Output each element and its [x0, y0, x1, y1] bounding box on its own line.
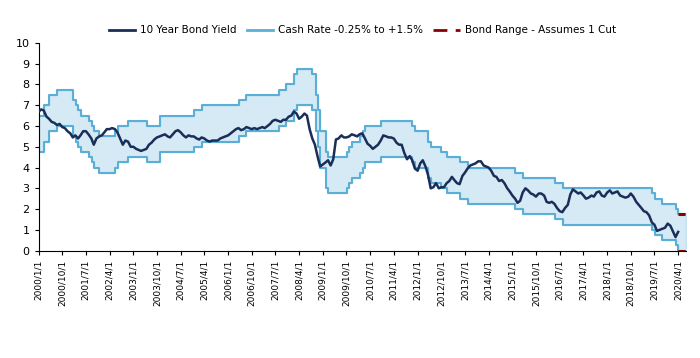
- Legend: 10 Year Bond Yield, Cash Rate -0.25% to +1.5%, Bond Range - Assumes 1 Cut: 10 Year Bond Yield, Cash Rate -0.25% to …: [104, 21, 620, 39]
